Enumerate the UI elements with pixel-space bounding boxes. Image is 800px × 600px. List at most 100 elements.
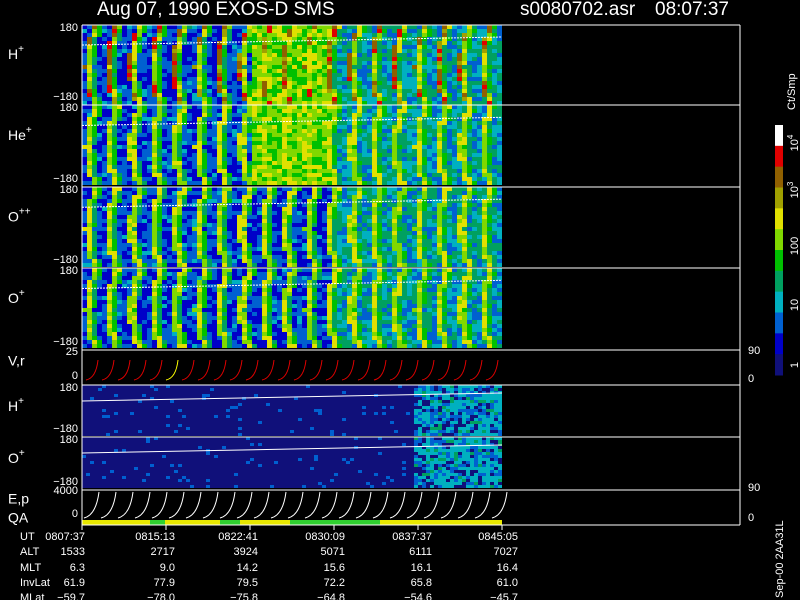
- spectrogram-cell: [227, 45, 232, 49]
- spectrogram-cell: [207, 49, 212, 53]
- spectrogram-cell: [117, 227, 122, 231]
- spectrogram-cell: [97, 73, 102, 77]
- spectrogram-cell: [427, 73, 432, 77]
- spectrogram-cell: [462, 85, 467, 89]
- spectrogram-cell: [452, 65, 457, 69]
- spectrogram-cell: [142, 235, 147, 239]
- spectrogram-cell: [322, 93, 327, 97]
- spectrogram-cell: [187, 263, 192, 267]
- spectrogram-cell: [132, 169, 137, 173]
- spectrogram-cell: [197, 149, 202, 153]
- spectrogram-cell: [127, 61, 132, 65]
- spectrogram-cell: [462, 49, 467, 53]
- spectrogram-cell: [357, 169, 362, 173]
- spectrogram-cell: [127, 121, 132, 125]
- spectrogram-cell: [142, 37, 147, 41]
- spectrogram-cell: [492, 81, 497, 85]
- spectrogram-cell: [132, 203, 137, 207]
- spectrogram-cell: [97, 129, 102, 133]
- spectrogram-cell: [402, 239, 407, 243]
- spectrogram-cell: [397, 89, 402, 93]
- spectrogram-cell: [327, 195, 332, 199]
- spectrogram-cell: [282, 33, 287, 37]
- spectrogram-cell: [442, 203, 447, 207]
- spectrogram-cell: [327, 247, 332, 251]
- spectrogram-cell: [262, 65, 267, 69]
- spectrogram-cell: [302, 53, 307, 57]
- spectrogram-cell: [227, 263, 232, 267]
- spectrogram-cell: [252, 125, 257, 129]
- spectrogram-cell: [282, 41, 287, 45]
- spectrogram-cell: [292, 165, 297, 169]
- spectrogram-cell: [397, 243, 402, 247]
- spectrogram-cell: [262, 231, 267, 235]
- spectrogram-cell: [87, 187, 92, 191]
- spectrogram-cell: [342, 77, 347, 81]
- spectrogram-cell: [257, 105, 262, 109]
- spectrogram-cell: [282, 117, 287, 121]
- spectrogram-cell: [362, 173, 367, 177]
- spectrogram-cell: [197, 231, 202, 235]
- spectrogram-cell: [487, 149, 492, 153]
- spectrogram-cell: [232, 243, 237, 247]
- spectrogram-cell: [107, 161, 112, 165]
- spectrogram-cell: [147, 65, 152, 69]
- spectrogram-cell: [82, 85, 87, 89]
- spectrogram-cell: [182, 33, 187, 37]
- spectrogram-cell: [397, 181, 402, 185]
- spectrogram-cell: [267, 65, 272, 69]
- spectrogram-cell: [382, 235, 387, 239]
- spectrogram-cell: [337, 169, 342, 173]
- spectrogram-cell: [292, 97, 297, 101]
- spectrogram-cell: [122, 37, 127, 41]
- spectrogram-cell: [242, 37, 247, 41]
- spectrogram-cell: [112, 181, 117, 185]
- spectrogram-cell: [122, 109, 127, 113]
- spectrogram-cell: [397, 203, 402, 207]
- spectrogram-cell: [377, 235, 382, 239]
- spectrogram-cell: [217, 199, 222, 203]
- spectrogram-cell: [247, 211, 252, 215]
- spectrogram-cell: [442, 227, 447, 231]
- spectrogram-cell: [347, 85, 352, 89]
- spectrogram-cell: [282, 109, 287, 113]
- spectrogram-cell: [462, 29, 467, 33]
- spectrogram-cell: [347, 105, 352, 109]
- spectrogram-cell: [497, 45, 502, 49]
- spectrogram-cell: [297, 85, 302, 89]
- spectrogram-cell: [497, 169, 502, 173]
- spectrogram-cell: [262, 263, 267, 267]
- spectrogram-cell: [362, 89, 367, 93]
- spectrogram-cell: [202, 157, 207, 161]
- spectrogram-cell: [347, 49, 352, 53]
- spectrogram-cell: [277, 161, 282, 165]
- spectrogram-cell: [227, 117, 232, 121]
- spectrogram-cell: [462, 195, 467, 199]
- spectrogram-cell: [257, 85, 262, 89]
- spectrogram-cell: [127, 251, 132, 255]
- spectrogram-cell: [382, 85, 387, 89]
- spectrogram-cell: [147, 153, 152, 157]
- spectrogram-cell: [157, 121, 162, 125]
- spectrogram-cell: [287, 255, 292, 259]
- spectrogram-cell: [437, 89, 442, 93]
- spectrogram-cell: [212, 239, 217, 243]
- spectrogram-cell: [342, 29, 347, 33]
- spectrogram-cell: [327, 97, 332, 101]
- spectrogram-cell: [372, 243, 377, 247]
- spectrogram-cell: [417, 49, 422, 53]
- spectrogram-cell: [362, 121, 367, 125]
- spectrogram-cell: [107, 117, 112, 121]
- spectrogram-cell: [187, 45, 192, 49]
- spectrogram-cell: [82, 219, 87, 223]
- spectrogram-cell: [422, 121, 427, 125]
- spectrogram-cell: [217, 29, 222, 33]
- spectrogram-cell: [212, 69, 217, 73]
- spectrogram-cell: [372, 85, 377, 89]
- spectrogram-cell: [187, 33, 192, 37]
- spectrogram-cell: [292, 89, 297, 93]
- spectrogram-cell: [192, 231, 197, 235]
- spectrogram-cell: [122, 195, 127, 199]
- spectrogram-cell: [412, 219, 417, 223]
- spectrogram-cell: [482, 181, 487, 185]
